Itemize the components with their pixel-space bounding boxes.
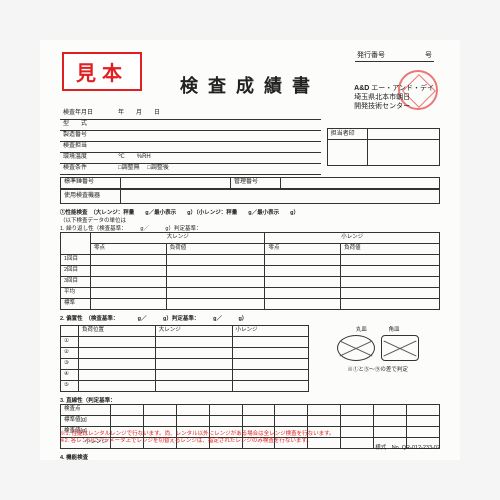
lin-row1: 検査点: [61, 404, 111, 415]
section1-note1: （以下検査データの単位は: [60, 216, 440, 224]
col-sml: 小レンジ: [232, 325, 309, 336]
field-inspector-label: 検査担当: [60, 141, 115, 152]
device-row: 使用検査機器: [60, 189, 440, 204]
form-code: 様式 No. QR-012-233-02: [60, 445, 440, 452]
row-std: 標準: [61, 298, 91, 309]
field-env-label: 環境温度: [60, 152, 115, 163]
section3-title: 3. 直線性（判定基準：: [60, 396, 440, 404]
row-p4: ④: [61, 369, 79, 380]
row-3: 3回目: [61, 276, 91, 287]
row-2: 2回目: [61, 265, 91, 276]
eccentricity-table: 負荷位置 大レンジ 小レンジ ① ② ③ ④ ⑤: [60, 325, 309, 392]
footnote-1: ※1. 性能はレンタルレンジで行ないます。尚、レンタル以外にレンジがある場合は全…: [60, 431, 335, 437]
company-addr2: 開発技術センター: [354, 103, 410, 110]
section2-title: 2. 偏置性 （検査基準： g／ g）判定基準： g／ g）: [60, 314, 440, 322]
square-pan-label: 角皿: [389, 327, 400, 333]
checkbox-noadjust: □調整無: [118, 165, 140, 171]
header-fields-left: 検査年月日年 月 日 型 式 製造番号 検査担当 環境温度℃ %RH 検査条件 …: [60, 108, 321, 175]
col-zero1: 零点: [91, 243, 167, 254]
approval-label: 担当者印: [327, 129, 367, 140]
col-zero2: 零点: [265, 243, 341, 254]
section1-title: ①性能検査 （大レンジ：秤量 g／最小表示 g）（小レンジ：秤量 g／最小表示 …: [60, 208, 440, 216]
mgmt-number-label: 管理番号: [231, 177, 281, 188]
repeatability-table: 大レンジ 小レンジ 零点 負荷値 零点 負荷値 1回目 2回目 3回目 平均 標…: [60, 232, 440, 310]
small-range-header: 小レンジ: [265, 232, 440, 243]
big-range-header: 大レンジ: [91, 232, 265, 243]
std-weight-row: 標準錘番号 管理番号: [60, 177, 440, 189]
row-p5: ⑤: [61, 380, 79, 391]
issue-number-label: 発行番号: [357, 50, 385, 60]
eccentricity-note: ※①と⑤〜⑨の差で判定: [315, 365, 440, 373]
company-block: A&D エー・アンド・デイ 埼玉県北本市朝日 開発技術センター: [354, 84, 434, 111]
inspection-report-page: 見本 発行番号 号 検査成績書 A&D エー・アンド・デイ 埼玉県北本市朝日 開…: [40, 40, 460, 460]
row-p2: ②: [61, 347, 79, 358]
company-logo-text: A&D: [354, 85, 369, 92]
field-serial-label: 製造番号: [60, 130, 115, 141]
issue-number-suffix: 号: [425, 50, 432, 60]
field-cond-label: 検査条件: [60, 163, 115, 174]
row-1: 1回目: [61, 254, 91, 265]
col-pos: 負荷位置: [79, 325, 156, 336]
device-label: 使用検査機器: [61, 189, 121, 203]
std-weight-label: 標準錘番号: [61, 177, 121, 188]
field-env-value: ℃ %RH: [115, 152, 321, 163]
sample-stamp: 見本: [62, 52, 142, 91]
col-load1: 負荷値: [166, 243, 265, 254]
col-big: 大レンジ: [155, 325, 232, 336]
lin-row2: 標準値[g]: [61, 415, 111, 426]
row-p1: ①: [61, 336, 79, 347]
row-p3: ③: [61, 358, 79, 369]
issue-number: 発行番号 号: [355, 50, 434, 62]
row-avg: 平均: [61, 287, 91, 298]
checkbox-afteradjust: □調整後: [147, 165, 169, 171]
field-model-label: 型 式: [60, 119, 115, 130]
field-date-value: 年 月 日: [115, 108, 321, 119]
footer: ※1. 性能はレンタルレンジで行ないます。尚、レンタル以外にレンジがある場合は全…: [60, 431, 440, 452]
section1-note2: 1. 繰り返し性（検査基準： g／ g）判定基準：: [60, 224, 440, 232]
footnote-2: ※2. 各レンジにバラメータ上でレンジを切替えるレンジは、指定されたレンジのみ検…: [60, 438, 312, 444]
col-load2: 負荷値: [341, 243, 440, 254]
approval-box: 担当者印: [327, 128, 440, 166]
round-pan-diagram: [337, 335, 375, 361]
field-date-label: 検査年月日: [60, 108, 115, 119]
company-name: エー・アンド・デイ: [371, 85, 434, 92]
section4-title: 4. 機能検査: [60, 453, 440, 461]
round-pan-label: 丸皿: [356, 327, 367, 333]
square-pan-diagram: [381, 335, 419, 361]
company-addr1: 埼玉県北本市朝日: [354, 94, 410, 101]
